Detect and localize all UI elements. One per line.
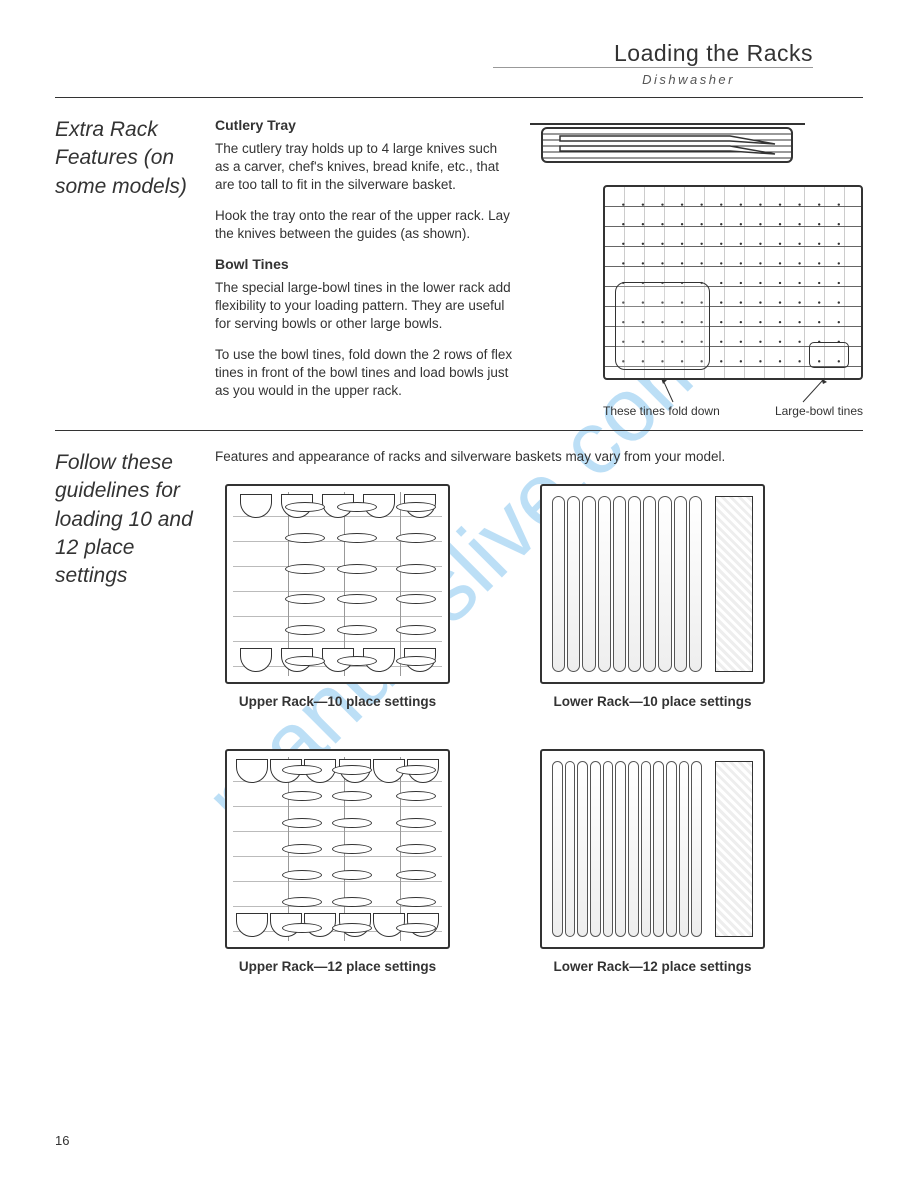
para-bowl-2: To use the bowl tines, fold down the 2 r…	[215, 346, 515, 401]
para-cutlery-1: The cutlery tray holds up to 4 large kni…	[215, 140, 515, 195]
para-cutlery-2: Hook the tray onto the rear of the upper…	[215, 207, 515, 243]
rack-image-upper-12	[225, 749, 450, 949]
subhead-bowl-tines: Bowl Tines	[215, 255, 515, 274]
section2-body: Features and appearance of racks and sil…	[215, 449, 863, 974]
page-header: Loading the Racks Dishwasher	[55, 40, 863, 87]
side-label-1: Extra Rack Features (on some models)	[55, 116, 195, 418]
caption-lower-10: Lower Rack—10 place settings	[530, 694, 775, 709]
rack-cell-upper-12: Upper Rack—12 place settings	[215, 749, 460, 974]
callout-label-large-bowl: Large-bowl tines	[775, 404, 863, 418]
note-variance: Features and appearance of racks and sil…	[215, 449, 863, 464]
header-title: Loading the Racks	[55, 40, 813, 67]
rack-cell-upper-10: Upper Rack—10 place settings	[215, 484, 460, 709]
rack-callout-labels: These tines fold down Large-bowl tines	[603, 404, 863, 418]
section1-body: Cutlery Tray The cutlery tray holds up t…	[215, 116, 863, 418]
section-extra-rack-features: Extra Rack Features (on some models) Cut…	[55, 116, 863, 418]
rack-cell-lower-10: Lower Rack—10 place settings	[530, 484, 775, 709]
side-label-2: Follow these guidelines for loading 10 a…	[55, 449, 195, 974]
rack-image-upper-10	[225, 484, 450, 684]
section1-figures: These tines fold down Large-bowl tines	[530, 116, 863, 418]
callout-label-fold: These tines fold down	[603, 404, 720, 418]
rack-cell-lower-12: Lower Rack—12 place settings	[530, 749, 775, 974]
cutlery-tray-illustration	[530, 116, 805, 166]
divider-top	[55, 97, 863, 98]
caption-upper-12: Upper Rack—12 place settings	[215, 959, 460, 974]
rack-image-lower-10	[540, 484, 765, 684]
caption-lower-12: Lower Rack—12 place settings	[530, 959, 775, 974]
subhead-cutlery-tray: Cutlery Tray	[215, 116, 515, 135]
page-number: 16	[55, 1133, 69, 1148]
lower-rack-diagram: These tines fold down Large-bowl tines	[603, 185, 863, 418]
header-subtitle: Dishwasher	[55, 72, 813, 87]
rack-examples-grid: Upper Rack—10 place settings Lower Rack—…	[215, 484, 775, 974]
callout-fold-tines	[615, 282, 710, 370]
rack-image-lower-12	[540, 749, 765, 949]
rack-box-diagram	[603, 185, 863, 380]
para-bowl-1: The special large-bowl tines in the lowe…	[215, 279, 515, 334]
callout-large-bowl	[809, 342, 849, 368]
section-loading-guidelines: Follow these guidelines for loading 10 a…	[55, 449, 863, 974]
page-content: Loading the Racks Dishwasher Extra Rack …	[55, 40, 863, 974]
divider-mid	[55, 430, 863, 431]
header-rule	[493, 67, 813, 68]
section1-text: Cutlery Tray The cutlery tray holds up t…	[215, 116, 515, 418]
caption-upper-10: Upper Rack—10 place settings	[215, 694, 460, 709]
